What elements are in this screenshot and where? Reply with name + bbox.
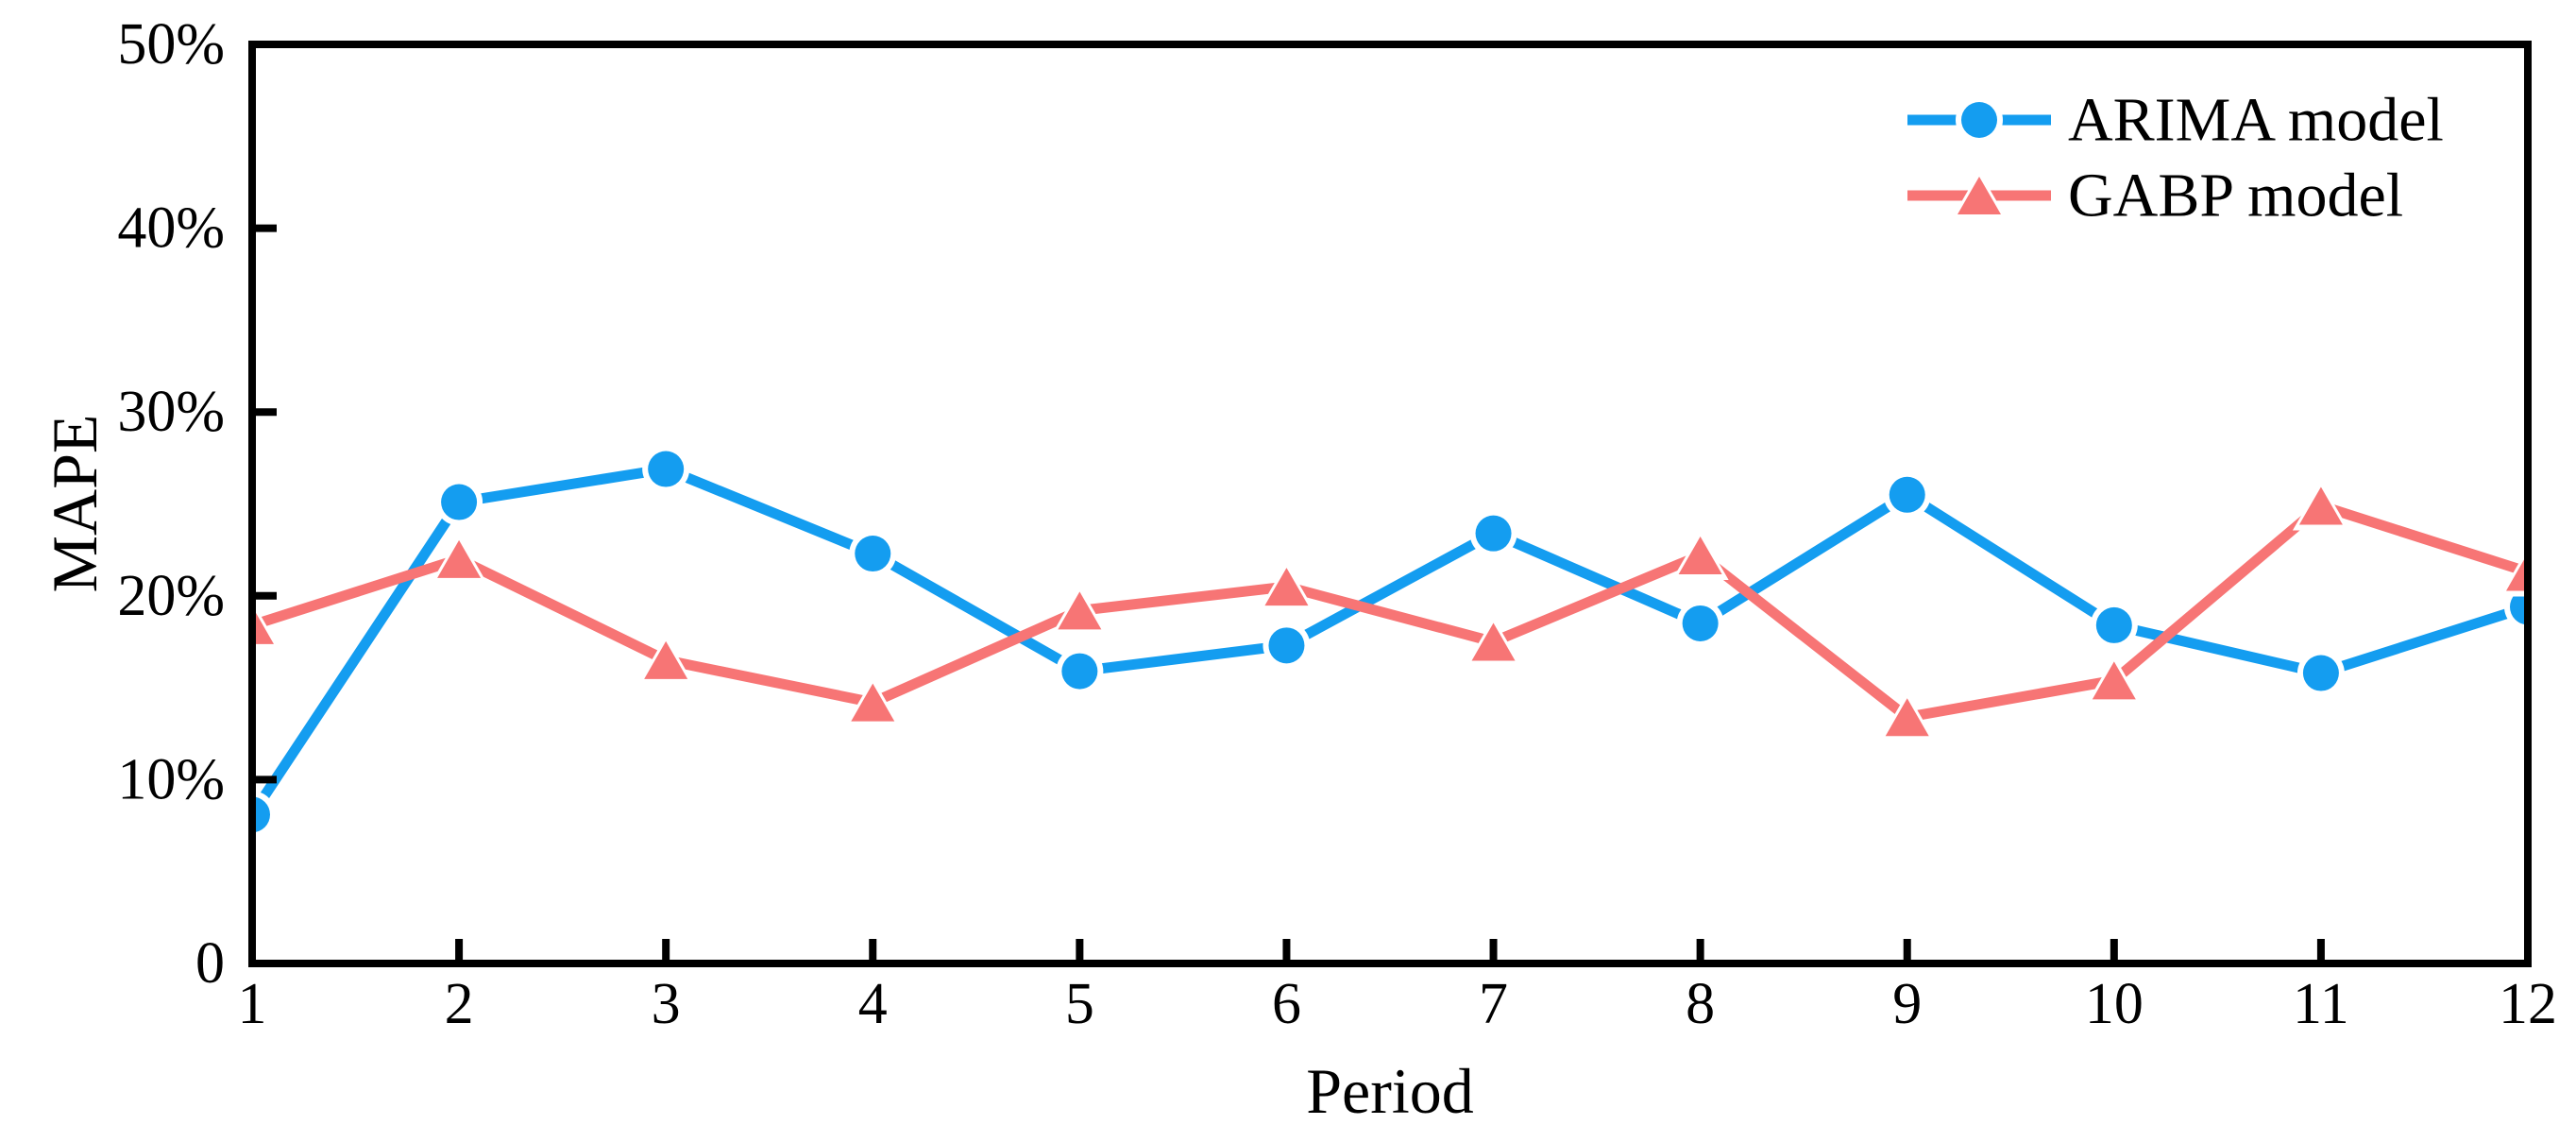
marker-circle [1061,653,1098,690]
marker-circle [1682,605,1719,641]
marker-triangle [1885,698,1929,737]
y-tick-label: 50% [117,12,225,77]
marker-circle [252,796,270,833]
marker-circle [2095,606,2132,643]
x-tick-label: 2 [445,972,474,1036]
marker-triangle [1058,591,1102,630]
series-gabp-model [252,481,2528,742]
x-tick-label: 5 [1065,972,1094,1036]
y-tick-label: 0 [195,931,225,996]
y-tick-label: 10% [117,747,225,811]
marker-circle [2302,655,2339,691]
x-tick-label: 10 [2085,972,2144,1036]
marker-circle [1961,102,1997,138]
x-tick-label: 11 [2293,972,2349,1036]
series-line [252,500,2528,724]
marker-triangle [851,683,895,722]
marker-triangle [2298,486,2343,525]
marker-triangle [1678,536,1722,574]
axes-layer: 010%20%30%40%50%1 2 3 4 5 6 7 8 9 10 11 12 [117,12,2557,1036]
x-tick-label: 8 [1686,972,1715,1036]
marker-triangle [2506,553,2528,591]
marker-circle [648,451,685,487]
marker-triangle [252,605,274,644]
legend: ARIMA model GABP model [1907,86,2444,230]
legend-item-arima-model: ARIMA model [1907,86,2444,155]
x-tick-label: 3 [652,972,681,1036]
legend-label: ARIMA model [2068,86,2444,155]
x-tick-label: 6 [1272,972,1301,1036]
y-tick-label: 20% [117,564,225,628]
legend-label: GABP model [2068,162,2403,230]
series-arima-model [252,445,2528,839]
x-tick-label: 7 [1479,972,1508,1036]
x-tick-label: 9 [1892,972,1922,1036]
marker-circle [1889,476,1925,513]
x-axis-title: Period [1306,1055,1474,1127]
marker-triangle [1264,568,1309,606]
series-line [252,463,2528,818]
marker-triangle [1957,177,2001,214]
marker-triangle [644,640,688,679]
y-axis-title: MAPE [39,415,110,593]
marker-circle [441,484,478,520]
y-tick-label: 40% [117,196,225,261]
marker-circle [1268,627,1305,664]
marker-triangle [2092,661,2136,700]
series-layer [252,445,2528,839]
legend-item-gabp-model: GABP model [1907,162,2403,230]
marker-circle [2510,588,2528,625]
x-tick-label: 1 [238,972,267,1036]
x-tick-label: 4 [858,972,888,1036]
marker-circle [855,536,891,572]
marker-triangle [1471,622,1516,661]
y-tick-label: 30% [117,380,225,444]
x-tick-label: 12 [2499,972,2557,1036]
marker-circle [1475,515,1512,552]
plot-border [248,41,2532,967]
marker-triangle [437,539,482,578]
